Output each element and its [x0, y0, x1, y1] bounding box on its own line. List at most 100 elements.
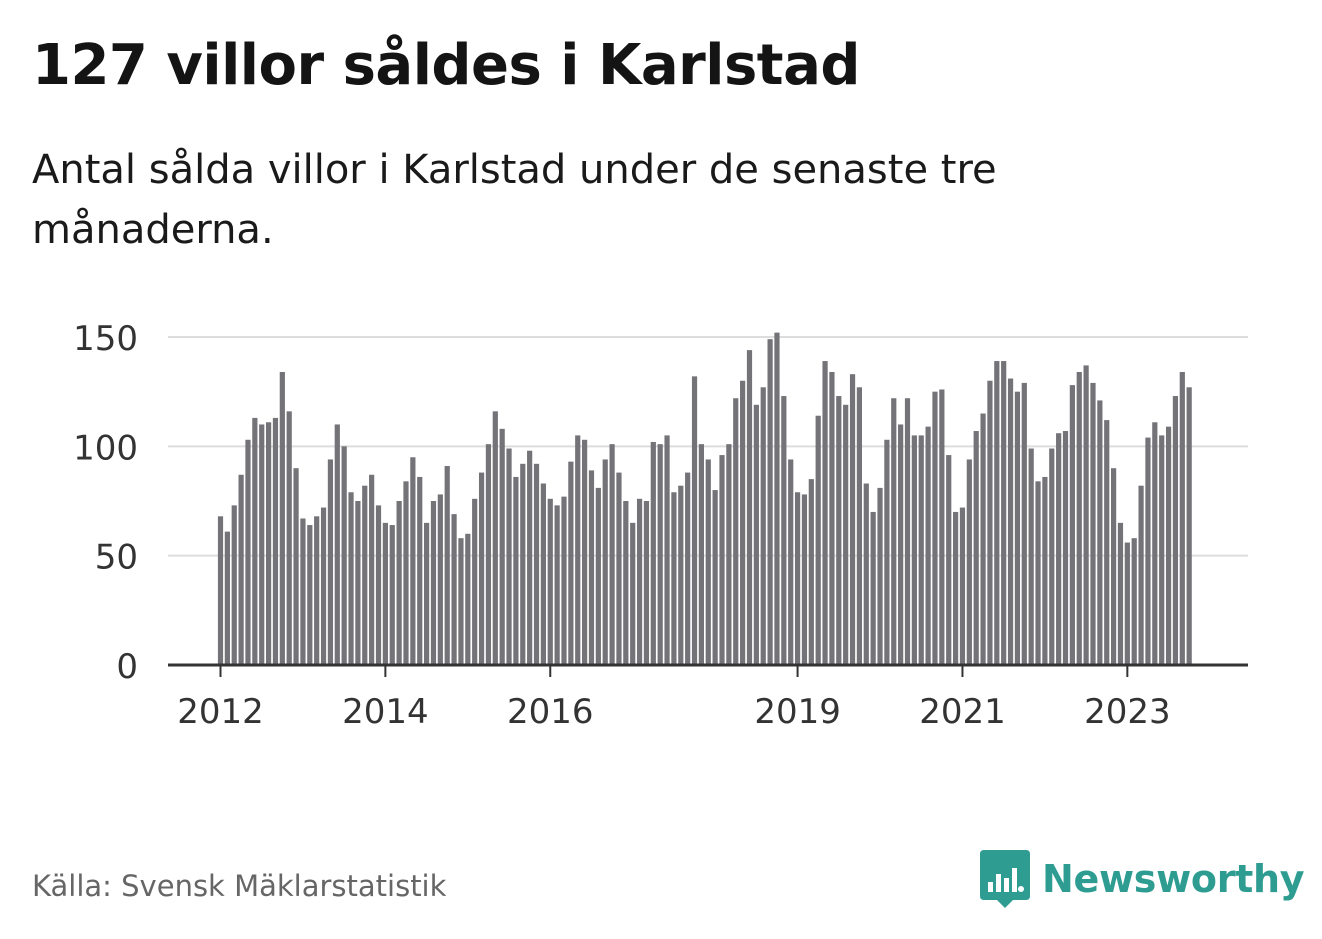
- bar: [746, 350, 753, 665]
- bar: [705, 459, 711, 665]
- bar: [307, 525, 313, 665]
- bar: [396, 501, 402, 665]
- data-label: 127: [1164, 300, 1229, 309]
- bar: [1117, 522, 1124, 665]
- bar: [533, 463, 540, 665]
- bar: [1001, 361, 1007, 665]
- bar: [863, 483, 869, 665]
- bar: [650, 441, 656, 665]
- bar: [595, 487, 601, 665]
- bar: [966, 459, 972, 665]
- bar: [815, 415, 821, 665]
- bar: [327, 459, 334, 665]
- bar: [582, 439, 588, 665]
- bar: [382, 522, 388, 665]
- bar: [1138, 485, 1144, 665]
- bar: [740, 380, 746, 665]
- bar: [1056, 433, 1062, 665]
- bar: [286, 411, 292, 665]
- bar: [478, 472, 485, 665]
- source-note: Källa: Svensk Mäklarstatistik: [32, 869, 447, 903]
- bar: [698, 444, 704, 665]
- bar: [911, 435, 917, 665]
- bar: [1165, 426, 1172, 665]
- bar: [293, 468, 299, 665]
- bar: [630, 522, 636, 665]
- bar: [1014, 391, 1021, 665]
- bar: [671, 492, 677, 665]
- bar: [726, 444, 732, 665]
- bar: [685, 472, 691, 665]
- bar: [410, 457, 416, 665]
- bar: [1097, 400, 1103, 665]
- bar: [492, 411, 498, 665]
- x-tick-label: 2012: [177, 692, 264, 732]
- x-tick-label: 2019: [754, 692, 841, 732]
- bar: [1111, 468, 1117, 665]
- bar: [602, 459, 608, 665]
- bar: [561, 496, 567, 665]
- x-tick-label: 2016: [507, 692, 594, 732]
- bar: [1049, 448, 1055, 665]
- bar: [444, 466, 450, 665]
- bar: [1152, 422, 1158, 665]
- x-tick-label: 2014: [342, 692, 429, 732]
- bar: [829, 371, 835, 665]
- bar: [959, 507, 966, 665]
- brand-name: Newsworthy: [1042, 857, 1305, 901]
- bar: [719, 455, 725, 665]
- bar: [849, 374, 856, 665]
- bar: [1007, 378, 1014, 665]
- bar: [904, 398, 911, 665]
- bar: [788, 459, 794, 665]
- bar: [437, 494, 443, 665]
- bar: [300, 518, 306, 665]
- bar: [424, 522, 430, 665]
- bar: [527, 450, 533, 665]
- bar: [320, 507, 327, 665]
- bar: [952, 511, 959, 665]
- bar: [403, 481, 409, 665]
- y-tick-label: 100: [73, 428, 138, 468]
- bar: [753, 404, 759, 665]
- x-tick-label: 2023: [1084, 692, 1171, 732]
- bar: [1083, 365, 1089, 665]
- bar: [499, 428, 505, 665]
- bar: [217, 516, 224, 665]
- bar: [554, 505, 560, 665]
- bar: [918, 435, 924, 665]
- bar: [616, 472, 622, 665]
- bar: [843, 404, 849, 665]
- bar: [691, 376, 698, 665]
- bar: [994, 361, 1000, 665]
- bar: [898, 424, 904, 665]
- bar: [369, 474, 375, 665]
- bar: [1028, 448, 1034, 665]
- bar: [870, 511, 876, 665]
- bar: [973, 431, 979, 665]
- bar: [259, 424, 265, 665]
- bar: [664, 435, 670, 665]
- bar: [609, 444, 615, 665]
- bar: [822, 361, 828, 665]
- bar: [1159, 435, 1165, 665]
- bar: [856, 387, 863, 665]
- brand-logo[interactable]: Newsworthy: [980, 850, 1305, 908]
- y-tick-label: 50: [95, 538, 138, 578]
- bar: [836, 396, 842, 665]
- bar: [245, 439, 251, 665]
- bar: [946, 455, 952, 665]
- chart-title: 127 villor såldes i Karlstad: [32, 33, 860, 98]
- bar: [1069, 385, 1075, 665]
- bar: [520, 463, 526, 665]
- bar: [884, 439, 890, 665]
- bar: [1124, 542, 1130, 665]
- bar: [1104, 420, 1110, 665]
- bar: [238, 474, 244, 665]
- y-tick-label: 150: [73, 319, 138, 359]
- bar: [1131, 538, 1137, 665]
- bar: [465, 533, 471, 665]
- bar: [279, 371, 285, 665]
- bar: [252, 417, 258, 665]
- bar: [801, 494, 808, 665]
